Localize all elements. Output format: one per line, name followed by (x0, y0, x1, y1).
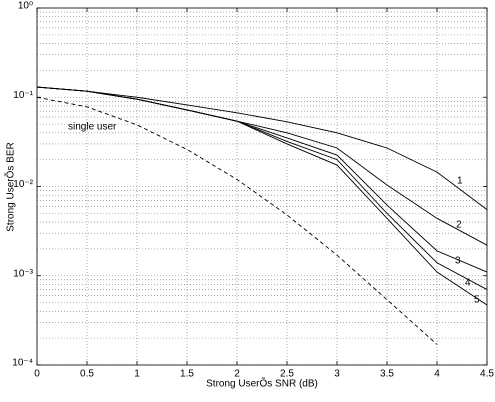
x-tick-label: 0.5 (80, 369, 94, 380)
y-tick-label: 10⁻⁴ (12, 358, 33, 369)
y-tick-label: 10⁻¹ (13, 90, 33, 101)
x-tick-label: 0 (34, 369, 40, 380)
y-axis-label: Strong UserÕs BER (4, 142, 17, 231)
x-tick-label: 3 (334, 369, 340, 380)
series-line (36, 86, 488, 306)
x-tick-label: 2 (234, 369, 240, 380)
x-tick-label: 4.5 (480, 369, 494, 380)
series-line (36, 86, 488, 211)
series-label: 2 (456, 220, 462, 231)
x-tick-label: 3.5 (380, 369, 394, 380)
series-label: 5 (474, 295, 480, 306)
y-tick-label: 10⁰ (18, 1, 33, 12)
series-label: 1 (457, 176, 463, 187)
y-tick-label: 10⁻³ (13, 268, 33, 279)
plot-frame (36, 7, 488, 366)
x-tick-label: 2.5 (280, 369, 294, 380)
x-tick-label: 1 (134, 369, 140, 380)
x-tick-label: 1.5 (180, 369, 194, 380)
y-tick-label: 10⁻² (13, 179, 33, 190)
series-label: 3 (455, 256, 461, 267)
series-label: 4 (465, 278, 471, 289)
x-tick-label: 4 (434, 369, 440, 380)
x-axis-label: Strong UserÕs SNR (dB) (206, 377, 318, 390)
series-label: single user (68, 122, 117, 133)
series-line (36, 96, 438, 345)
